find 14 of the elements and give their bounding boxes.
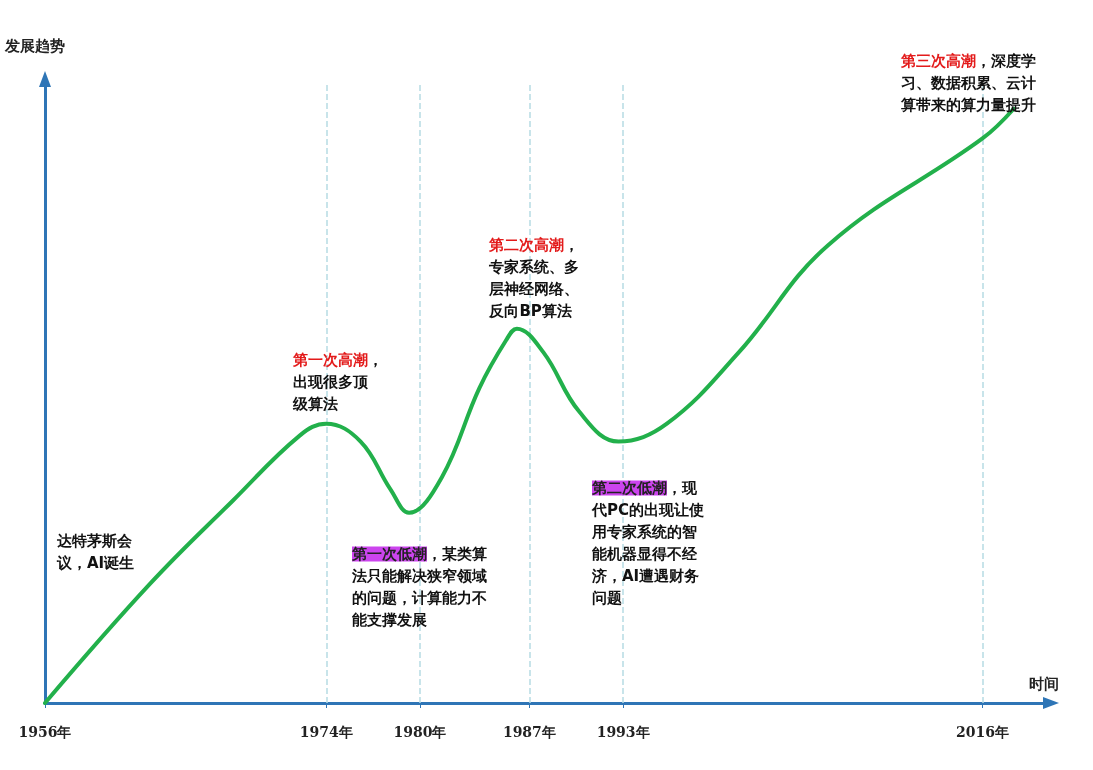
x-tick-label: 1980年	[393, 724, 447, 740]
x-tick-label: 2016年	[956, 724, 1009, 740]
annotation: 第三次高潮，深度学习、数据积累、云计算带来的算力量提升	[899, 52, 1036, 115]
annotation: 第一次高潮，出现很多顶级算法	[292, 350, 384, 413]
x-tick-label: 1987年	[502, 724, 556, 740]
y-axis-title: 发展趋势	[4, 36, 65, 55]
x-tick-label: 1993年	[596, 724, 650, 740]
x-tick-label: 1956年	[18, 724, 72, 740]
x-axis-title: 时间	[1029, 674, 1059, 693]
annotation: 第一次低潮，某类算法只能解决狭窄领域的问题，计算能力不能支撑发展	[351, 544, 487, 629]
annotation: 达特茅斯会议，AI诞生	[56, 532, 135, 572]
annotation: 第二次低潮，现代PC的出现让使用专家系统的智能机器显得不经济，AI遭遇财务问题	[591, 479, 705, 607]
x-tick-label: 1974年	[299, 724, 353, 740]
annotation: 第二次高潮，专家系统、多层神经网络、反向BP算法	[488, 236, 580, 321]
